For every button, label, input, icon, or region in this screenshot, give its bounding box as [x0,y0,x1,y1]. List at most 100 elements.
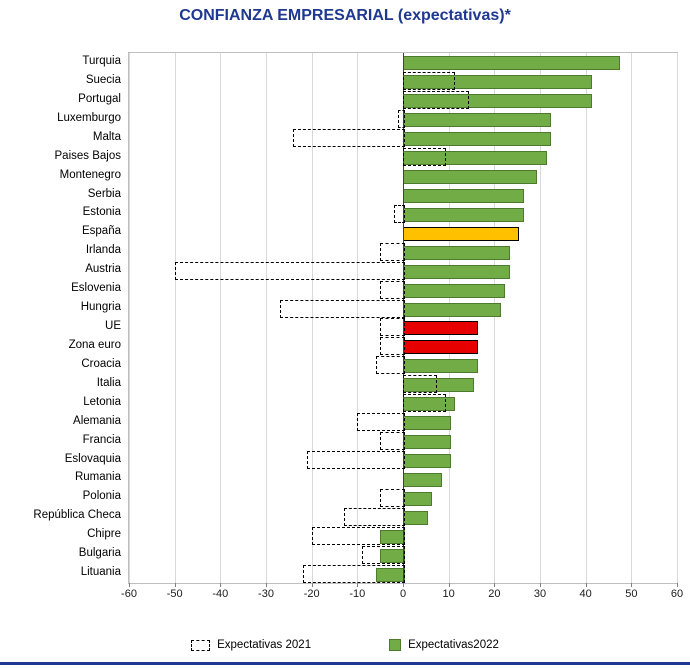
bar-2022-republica-checa [403,510,428,525]
axis-tick [129,583,130,587]
bar-2021-austria [174,261,405,280]
bar-2021-letonia [403,394,447,413]
gridline [677,53,678,583]
bar-2021-irlanda [380,242,405,261]
category-label-paises-bajos: Paises Bajos [54,149,121,162]
bar-2022-austria [403,264,511,279]
bar-2022-turquia [403,56,620,71]
axis-tick [540,583,541,587]
category-label-suecia: Suecia [85,73,121,86]
category-label-eslovenia: Eslovenia [71,282,121,295]
bar-2021-bulgaria [361,545,405,564]
category-label-portugal: Portugal [78,92,121,105]
gridline [266,53,267,583]
axis-tick [357,583,359,587]
category-label-croacia: Croacia [81,357,121,370]
chart-title: CONFIANZA EMPRESARIAL (expectativas)* [179,7,511,24]
gridline [494,53,496,583]
bar-2021-eslovaquia [307,450,405,469]
bar-2021-francia [380,432,405,451]
gridline [311,53,313,583]
gridline [448,53,450,583]
x-tick-label: 10 [442,588,455,600]
x-tick-label: -30 [258,588,274,600]
gridline [631,53,633,583]
gridline [174,53,176,583]
axis-tick [220,583,222,587]
axis-tick [174,583,176,587]
x-tick-label: -60 [121,588,137,600]
category-label-republica-checa: República Checa [33,509,121,522]
category-label-espana: España [81,225,121,238]
category-label-ue: UE [105,320,121,332]
x-tick-label: 30 [533,588,547,600]
category-label-alemania: Alemania [73,414,121,427]
bar-2022-francia [403,435,451,450]
gridline [129,53,130,583]
axis-tick [677,583,678,587]
bar-2022-luxemburgo [403,113,552,128]
bar-2021-estonia [393,204,405,223]
category-label-italia: Italia [96,376,121,389]
axis-tick [266,583,267,587]
bar-2022-montenegro [403,170,538,185]
bar-2021-paises-bajos [403,148,447,167]
x-tick-label: -20 [303,588,320,600]
category-label-montenegro: Montenegro [59,168,121,181]
plot-area: -60 -50 -40 -30 -20 -10 0 10 20 30 40 50 60 [121,52,683,600]
category-label-eslovaquia: Eslovaquia [64,452,121,465]
legend-label: Expectativas2022 [408,639,499,651]
bar-2021-republica-checa [343,507,405,526]
bar-2022-croacia [403,359,479,374]
bar-2022-rumania [403,472,442,487]
bottom-rule [0,662,690,665]
category-label-luxemburgo: Luxemburgo [57,111,121,124]
category-label-serbia: Serbia [87,187,121,200]
bar-2022-zona-euro [403,340,479,355]
axis-tick [494,583,496,587]
category-label-turquia: Turquia [82,55,121,67]
bar-2022-malta [403,132,552,147]
gridline [540,53,541,583]
category-label-malta: Malta [92,130,121,143]
bar-2022-alemania [403,416,451,431]
axis-tick [585,583,587,587]
bar-2021-croacia [375,356,405,375]
category-label-zona-euro: Zona euro [68,338,121,351]
x-tick-label: 60 [670,588,684,600]
axis-tick [631,583,633,587]
legend: Expectativas 2021 Expectativas2022 [0,639,690,651]
gridline [220,53,222,583]
category-label-polonia: Polonia [82,490,121,503]
category-label-rumania: Rumania [74,471,121,484]
gridline [357,53,359,583]
bar-2021-polonia [380,488,405,507]
bar-2021-suecia [403,72,456,91]
category-label-irlanda: Irlanda [85,244,121,257]
category-label-lituania: Lituania [80,566,121,579]
x-tick-label: -10 [349,588,366,600]
bar-2021-ue [380,318,405,337]
category-label-letonia: Letonia [83,395,121,408]
x-tick-label: -40 [212,588,229,600]
bar-2021-zona-euro [380,337,405,356]
bar-2022-serbia [403,188,524,203]
bar-2021-luxemburgo [398,110,405,129]
legend-label: Expectativas 2021 [217,639,312,651]
zero-axis-line [403,53,404,583]
bar-2021-italia [403,375,437,394]
bar-2022-ue [403,321,479,336]
category-label-chipre: Chipre [87,528,121,541]
axis-tick [403,583,404,587]
legend-item-2021: Expectativas 2021 [191,639,311,651]
gridline [585,53,587,583]
x-tick-label: 40 [579,588,592,600]
bar-2022-eslovenia [403,283,506,298]
category-label-austria: Austria [85,263,121,276]
x-tick-label: 50 [625,588,638,600]
x-tick-label: 20 [488,588,501,600]
bar-2021-alemania [357,413,405,432]
category-label-hungria: Hungria [80,301,121,314]
x-tick-label: 0 [399,588,407,600]
